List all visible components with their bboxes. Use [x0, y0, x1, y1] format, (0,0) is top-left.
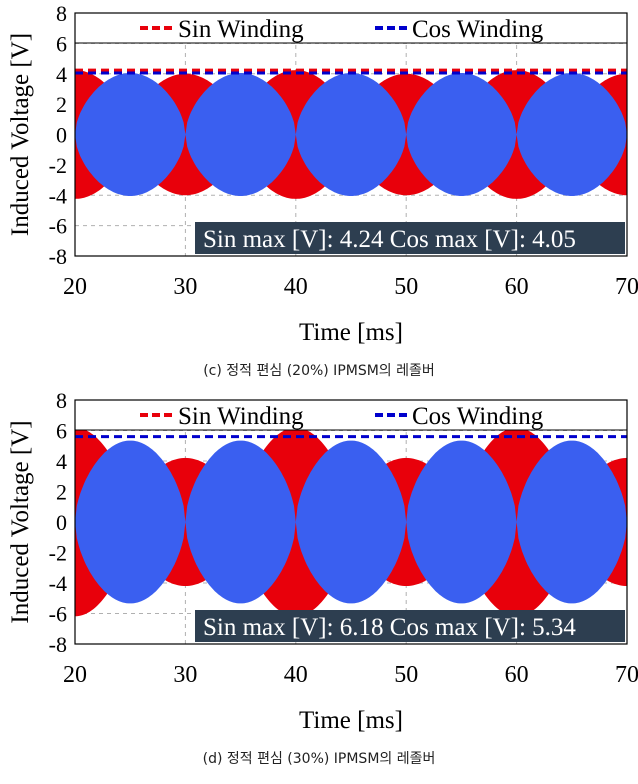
- y-tick-label: 6: [56, 419, 67, 444]
- plot-frame: [74, 399, 628, 645]
- legend-label-cos: Cos Winding: [412, 16, 544, 43]
- y-tick-label: 2: [56, 92, 67, 117]
- series-fill-cos: [75, 73, 627, 196]
- y-tick-label: -4: [49, 183, 67, 208]
- x-tick-label: 50: [394, 274, 418, 300]
- y-tick-label: 6: [56, 31, 67, 56]
- x-tick-label: 20: [63, 662, 87, 688]
- annotation-box: [195, 610, 625, 642]
- y-tick-label: 2: [56, 480, 67, 505]
- annotation-text: Sin max [V]: 6.18 Cos max [V]: 5.34: [203, 614, 576, 641]
- chart-panel-d: Sin Winding Cos Winding Sin max [V]: 6.18 …: [0, 392, 638, 784]
- y-tick-label: 8: [56, 392, 67, 413]
- y-tick-label: -2: [49, 153, 67, 178]
- x-tick-label: 20: [63, 274, 87, 300]
- y-axis-label: Induced Voltage [V]: [7, 33, 34, 236]
- y-tick-label: -6: [49, 214, 67, 239]
- x-tick-label: 60: [505, 662, 529, 688]
- legend: Sin Winding Cos Winding: [140, 403, 544, 430]
- y-tick-label: -8: [49, 244, 67, 269]
- x-tick-label: 30: [173, 274, 197, 300]
- chart-d: Sin Winding Cos Winding Sin max [V]: 6.18 …: [7, 392, 638, 734]
- x-tick-label: 60: [505, 274, 529, 300]
- legend-label-cos: Cos Winding: [412, 403, 544, 430]
- y-tick-label: -4: [49, 571, 67, 596]
- legend-label-sin: Sin Winding: [178, 16, 304, 43]
- x-axis-label: Time [ms]: [299, 707, 403, 734]
- series-fill-cos: [75, 440, 627, 604]
- x-tick-label: 70: [615, 662, 638, 688]
- legend: Sin Winding Cos Winding: [140, 16, 544, 43]
- x-tick-label: 40: [284, 662, 308, 688]
- chart-c: Sin Winding Cos Winding Sin max [V]: 4.24 …: [7, 1, 638, 346]
- y-tick-label: -8: [49, 632, 67, 657]
- y-axis-label: Induced Voltage [V]: [7, 420, 34, 623]
- x-tick-label: 40: [284, 274, 308, 300]
- plot-frame: [74, 12, 628, 257]
- chart-caption: (d) 정적 편심 (30%) IPMSM의 레졸버: [202, 751, 436, 767]
- y-tick-label: -6: [49, 602, 67, 627]
- y-tick-label: 0: [56, 123, 67, 148]
- x-axis-label: Time [ms]: [299, 319, 403, 346]
- x-tick-label: 50: [394, 662, 418, 688]
- y-tick-label: -2: [49, 541, 67, 566]
- legend-label-sin: Sin Winding: [178, 403, 304, 430]
- chart-panel-c: Sin Winding Cos Winding Sin max [V]: 4.24 …: [7, 1, 638, 379]
- annotation-box: [195, 222, 625, 254]
- y-tick-label: 4: [56, 62, 67, 87]
- y-tick-label: 4: [56, 449, 67, 474]
- y-tick-label: 0: [56, 510, 67, 535]
- chart-caption: (c) 정적 편심 (20%) IPMSM의 레졸버: [203, 363, 435, 379]
- x-tick-label: 70: [615, 274, 638, 300]
- annotation-text: Sin max [V]: 4.24 Cos max [V]: 4.05: [203, 226, 576, 253]
- x-tick-label: 30: [173, 662, 197, 688]
- y-tick-label: 8: [56, 1, 67, 26]
